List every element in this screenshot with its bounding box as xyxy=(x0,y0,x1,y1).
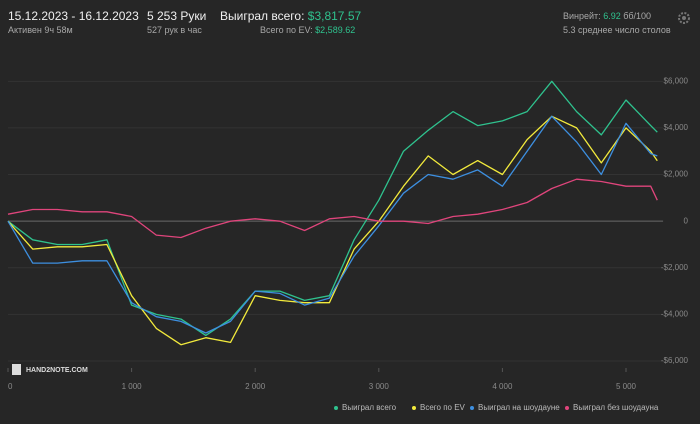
won-total: Выиграл всего: $3,817.57 xyxy=(220,9,361,23)
unit: бб/100 xyxy=(623,11,652,21)
legend-marker xyxy=(565,406,569,410)
x-tick-label: 2 000 xyxy=(245,382,266,391)
winrate: Винрейт: 6.92 бб/100 xyxy=(563,11,651,21)
legend-label: Выиграл на шоудауне xyxy=(478,403,560,412)
x-tick-label: 1 000 xyxy=(122,382,143,391)
y-tick-label: $6,000 xyxy=(664,76,689,85)
legend-marker xyxy=(334,406,338,410)
value: $2,589.62 xyxy=(315,25,356,35)
legend-label: Всего по EV xyxy=(420,403,466,412)
legend-label: Выиграл без шоудауна xyxy=(573,403,659,412)
label: Всего по EV: xyxy=(260,25,313,35)
y-tick-label: $2,000 xyxy=(664,170,689,179)
legend-marker xyxy=(412,406,416,410)
series-line xyxy=(7,115,658,346)
value: $3,817.57 xyxy=(307,9,362,23)
logo-icon xyxy=(12,364,21,375)
label: Винрейт: xyxy=(563,11,601,21)
ev-total: Всего по EV: $2,589.62 xyxy=(260,25,355,35)
settings-button[interactable] xyxy=(676,10,692,26)
x-tick-label: 3 000 xyxy=(369,382,390,391)
value: 6.92 xyxy=(603,11,621,21)
legend-label: Выиграл всего xyxy=(342,403,397,412)
label: Выиграл всего: xyxy=(220,9,305,23)
x-tick-label: 5 000 xyxy=(616,382,637,391)
y-tick-label: -$6,000 xyxy=(661,356,689,365)
series-line xyxy=(7,115,658,334)
series-line xyxy=(7,80,658,337)
x-tick-label: 4 000 xyxy=(492,382,513,391)
hands: 5 253 Руки xyxy=(147,9,207,23)
x-tick-label: 0 xyxy=(8,382,13,391)
y-tick-label: -$4,000 xyxy=(661,310,689,319)
series-line xyxy=(7,178,658,239)
active-time: Активен 9ч 58м xyxy=(8,25,73,35)
y-tick-label: 0 xyxy=(684,216,689,225)
hands-per-hour: 527 рук в час xyxy=(147,25,202,35)
date-range: 15.12.2023 - 16.12.2023 xyxy=(8,9,139,23)
y-tick-label: -$2,000 xyxy=(661,263,689,272)
y-tick-label: $4,000 xyxy=(664,123,689,132)
legend-marker xyxy=(470,406,474,410)
watermark-text: HAND2NOTE.COM xyxy=(26,367,88,374)
watermark: HAND2NOTE.COM xyxy=(12,364,88,375)
tables: 5.3 среднее число столов xyxy=(563,25,671,35)
